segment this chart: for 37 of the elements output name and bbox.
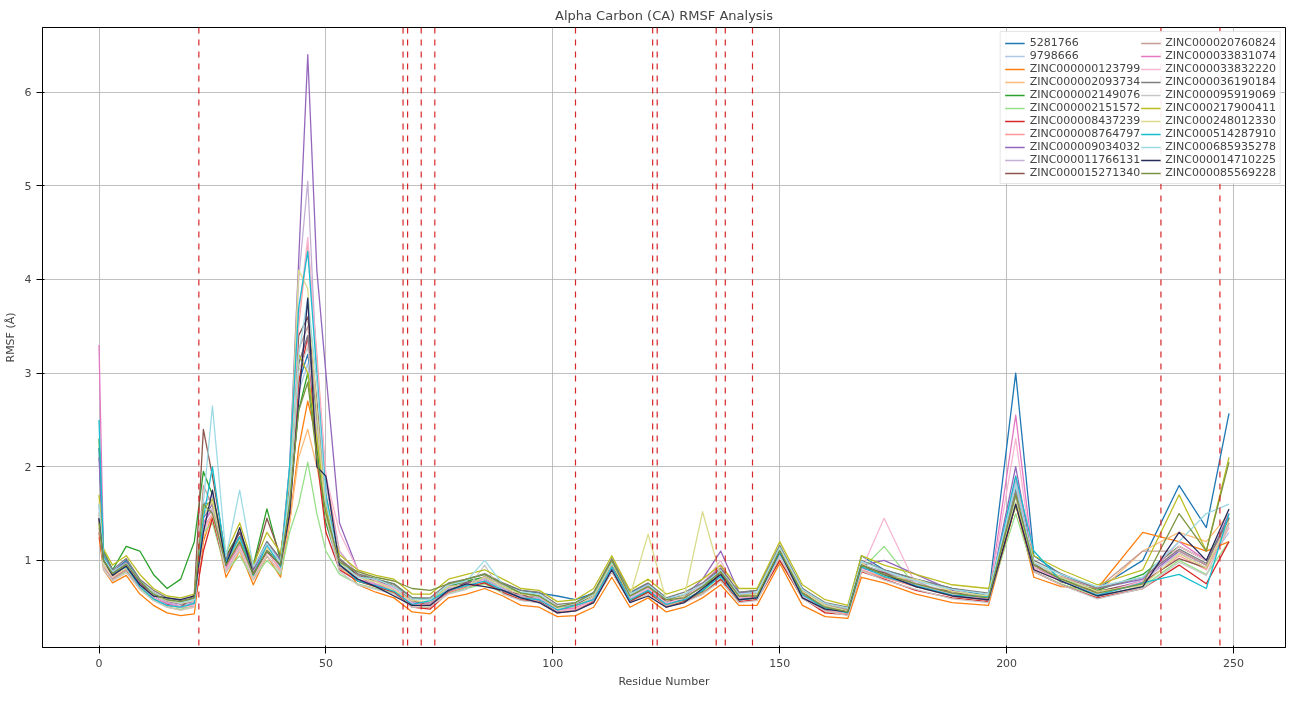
legend-label: 5281766: [1029, 36, 1079, 49]
x-tick-label: 50: [318, 656, 333, 670]
y-axis-title: RMSF (Å): [3, 312, 17, 363]
x-tick-label: 100: [542, 656, 564, 670]
y-tick-label: 1: [24, 554, 32, 568]
legend-label: ZINC000011766131: [1029, 153, 1141, 166]
x-tick-label: 250: [1223, 656, 1245, 670]
legend-label: ZINC000036190184: [1165, 75, 1276, 88]
legend-label: 9798666: [1029, 49, 1079, 62]
legend-label: ZINC000014710225: [1165, 153, 1276, 166]
legend-label: ZINC000095919069: [1165, 88, 1276, 101]
y-tick-label: 5: [24, 179, 32, 193]
legend-label: ZINC000020760824: [1165, 36, 1276, 49]
legend-label: ZINC000033831074: [1165, 49, 1276, 62]
legend-label: ZINC000000123799: [1029, 62, 1141, 75]
y-tick-label: 3: [24, 367, 32, 381]
x-tick-label: 0: [95, 656, 103, 670]
y-tick-label: 6: [24, 86, 32, 100]
legend-label: ZINC000514287910: [1165, 127, 1276, 140]
legend-label: ZINC000008764797: [1029, 127, 1141, 140]
legend-label: ZINC000008437239: [1029, 114, 1141, 127]
legend-label: ZINC000085569228: [1165, 166, 1276, 179]
legend-label: ZINC000002093734: [1029, 75, 1141, 88]
legend-label: ZINC000002149076: [1029, 88, 1141, 101]
legend-label: ZINC000685935278: [1165, 140, 1276, 153]
y-tick-label: 4: [24, 273, 32, 287]
legend-label: ZINC000009034032: [1029, 140, 1141, 153]
x-axis-title: Residue Number: [618, 674, 711, 688]
x-tick-label: 200: [996, 656, 1018, 670]
legend-label: ZINC000033832220: [1165, 62, 1276, 75]
x-tick-label: 150: [769, 656, 791, 670]
legend-label: ZINC000015271340: [1029, 166, 1141, 179]
y-tick-label: 2: [24, 460, 32, 474]
legend-label: ZINC000248012330: [1165, 114, 1276, 127]
chart-title: Alpha Carbon (CA) RMSF Analysis: [555, 7, 774, 23]
legend-label: ZINC000217900411: [1165, 101, 1276, 114]
legend-label: ZINC000002151572: [1029, 101, 1141, 114]
